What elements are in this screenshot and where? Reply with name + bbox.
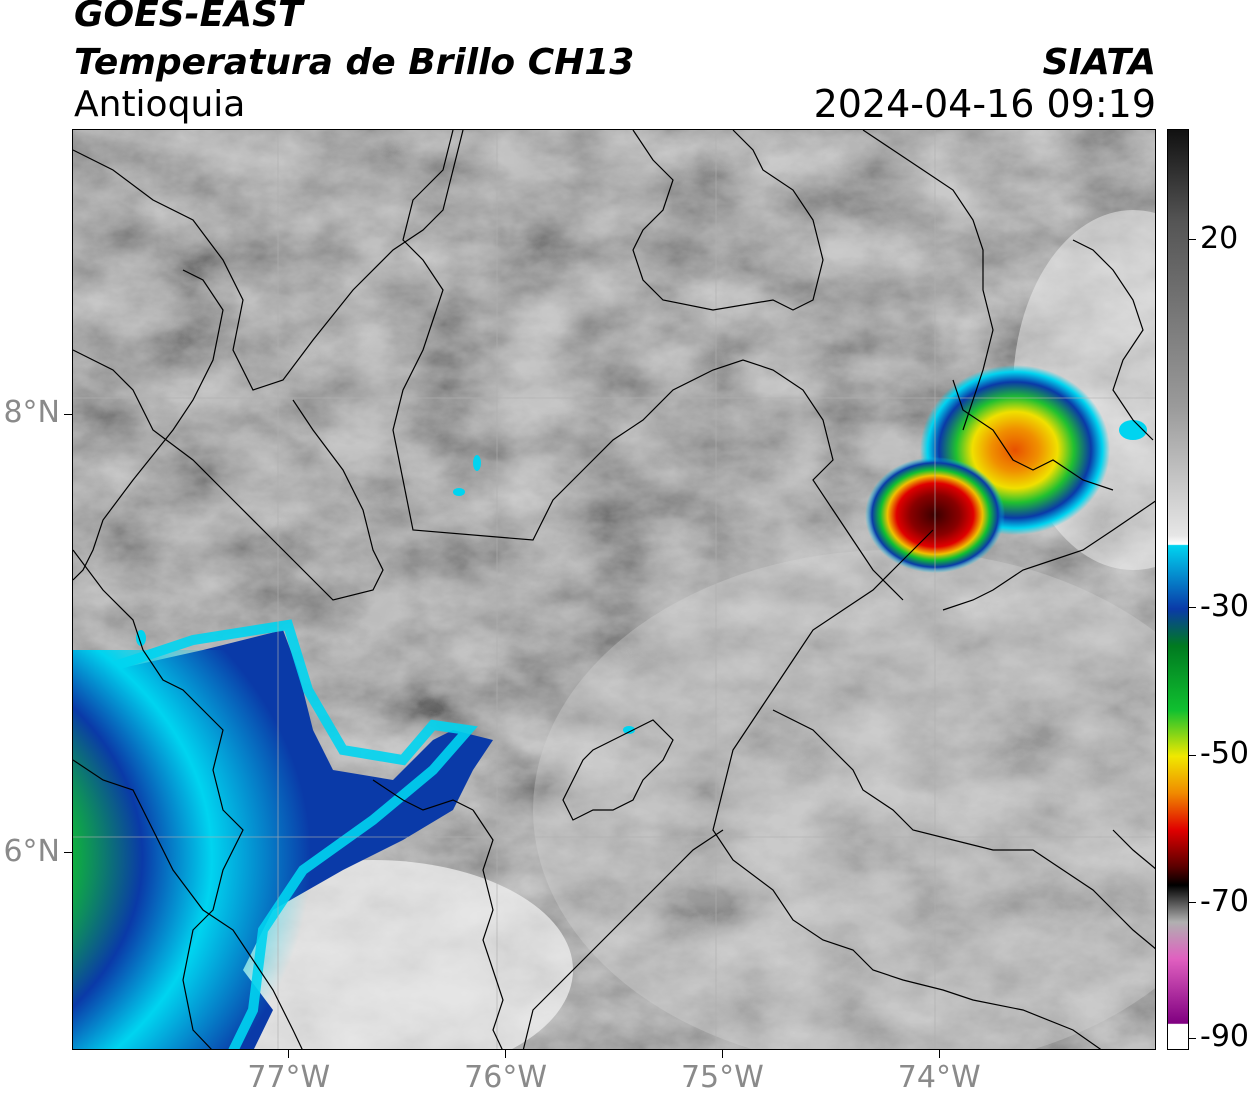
coastline — [73, 269, 224, 581]
colorbar-tick — [1189, 902, 1196, 904]
department-border — [632, 130, 824, 311]
colorbar-tick-label: -70 — [1200, 883, 1249, 919]
title-product: Temperatura de Brillo CH13 — [74, 42, 635, 83]
map-panel — [72, 129, 1156, 1050]
gridlines — [73, 130, 1155, 1049]
longitude-tick — [505, 1050, 507, 1058]
cloud-band — [533, 550, 1155, 1049]
longitude-tick-label: 77°W — [247, 1060, 331, 1095]
coastline — [73, 130, 464, 391]
cold-spot — [453, 488, 465, 496]
cold-spot — [1119, 420, 1147, 440]
colorbar-gradient — [1168, 130, 1188, 1049]
cold-spot — [623, 726, 635, 734]
department-border — [952, 379, 1114, 491]
longitude-tick — [938, 1050, 940, 1058]
cold-spot — [473, 455, 481, 471]
department-border — [522, 829, 724, 1049]
longitude-tick-label: 74°W — [897, 1060, 981, 1095]
department-border — [472, 809, 504, 1049]
department-border — [1112, 829, 1155, 870]
colorbar-tick — [1189, 754, 1196, 756]
department-border — [942, 500, 1155, 611]
coastline — [73, 349, 384, 601]
colorbar-tick — [1189, 607, 1196, 609]
latitude-tick — [64, 852, 72, 854]
department-border — [562, 719, 674, 821]
title-region: Antioquia — [74, 84, 246, 125]
colorbar — [1167, 129, 1189, 1050]
department-border — [372, 779, 474, 811]
coastline — [73, 759, 303, 1049]
department-border — [1072, 239, 1154, 441]
title-satellite: GOES-EAST — [74, 0, 303, 35]
colorbar-tick-label: -30 — [1200, 588, 1249, 624]
boundaries — [73, 130, 1155, 1049]
cold-spot — [136, 630, 146, 646]
longitude-tick — [288, 1050, 290, 1058]
colorbar-tick-label: -90 — [1200, 1019, 1249, 1054]
longitude-tick — [721, 1050, 723, 1058]
colorbar-tick — [1189, 1037, 1196, 1039]
colorbar-tick-label: 20 — [1200, 220, 1239, 256]
longitude-tick-label: 75°W — [680, 1060, 764, 1095]
department-border — [862, 130, 994, 431]
storm-core-west — [73, 650, 373, 1049]
longitude-tick-label: 76°W — [464, 1060, 548, 1095]
colorbar-tick-label: -50 — [1200, 736, 1249, 772]
latitude-tick — [64, 413, 72, 415]
latitude-tick-label: 6°N — [3, 833, 60, 869]
department-border — [772, 709, 1155, 950]
title-datetime: 2024-04-16 09:19 — [813, 82, 1156, 126]
department-border — [712, 529, 1102, 1049]
department-border — [392, 130, 904, 601]
latitude-tick-label: 8°N — [3, 395, 60, 431]
colorbar-tick — [1189, 239, 1196, 241]
coastline — [73, 549, 244, 1049]
title-agency: SIATA — [1042, 42, 1156, 83]
satellite-image — [73, 130, 1155, 1049]
